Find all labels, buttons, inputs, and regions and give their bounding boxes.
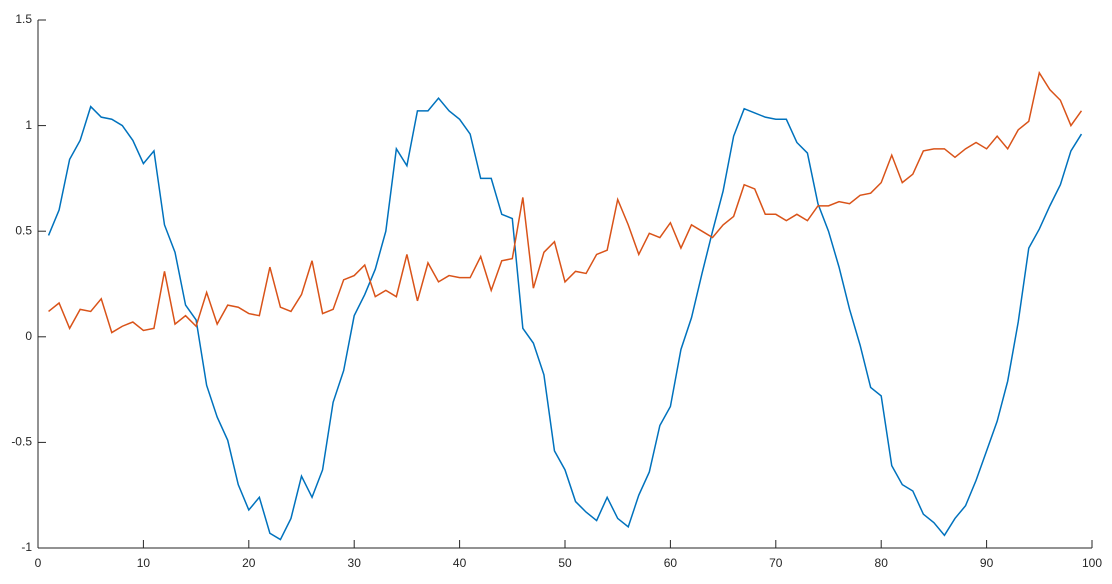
y-tick-label: -1 xyxy=(21,540,32,554)
y-tick-label: 1.5 xyxy=(15,12,32,26)
x-tick-label: 10 xyxy=(137,556,151,570)
x-tick-label: 60 xyxy=(664,556,678,570)
y-tick-label: 1 xyxy=(25,118,32,132)
x-tick-label: 30 xyxy=(348,556,362,570)
x-tick-label: 20 xyxy=(242,556,256,570)
x-tick-label: 0 xyxy=(35,556,42,570)
y-tick-label: -0.5 xyxy=(11,435,32,449)
y-tick-label: 0.5 xyxy=(15,223,32,237)
x-tick-label: 80 xyxy=(875,556,889,570)
x-tick-label: 90 xyxy=(980,556,994,570)
x-tick-label: 70 xyxy=(769,556,783,570)
x-tick-label: 50 xyxy=(558,556,572,570)
y-tick-label: 0 xyxy=(25,329,32,343)
line xyxy=(47,96,1083,541)
line xyxy=(48,70,1083,334)
x-tick-label: 40 xyxy=(453,556,467,570)
x-tick-label: 100 xyxy=(1082,556,1102,570)
